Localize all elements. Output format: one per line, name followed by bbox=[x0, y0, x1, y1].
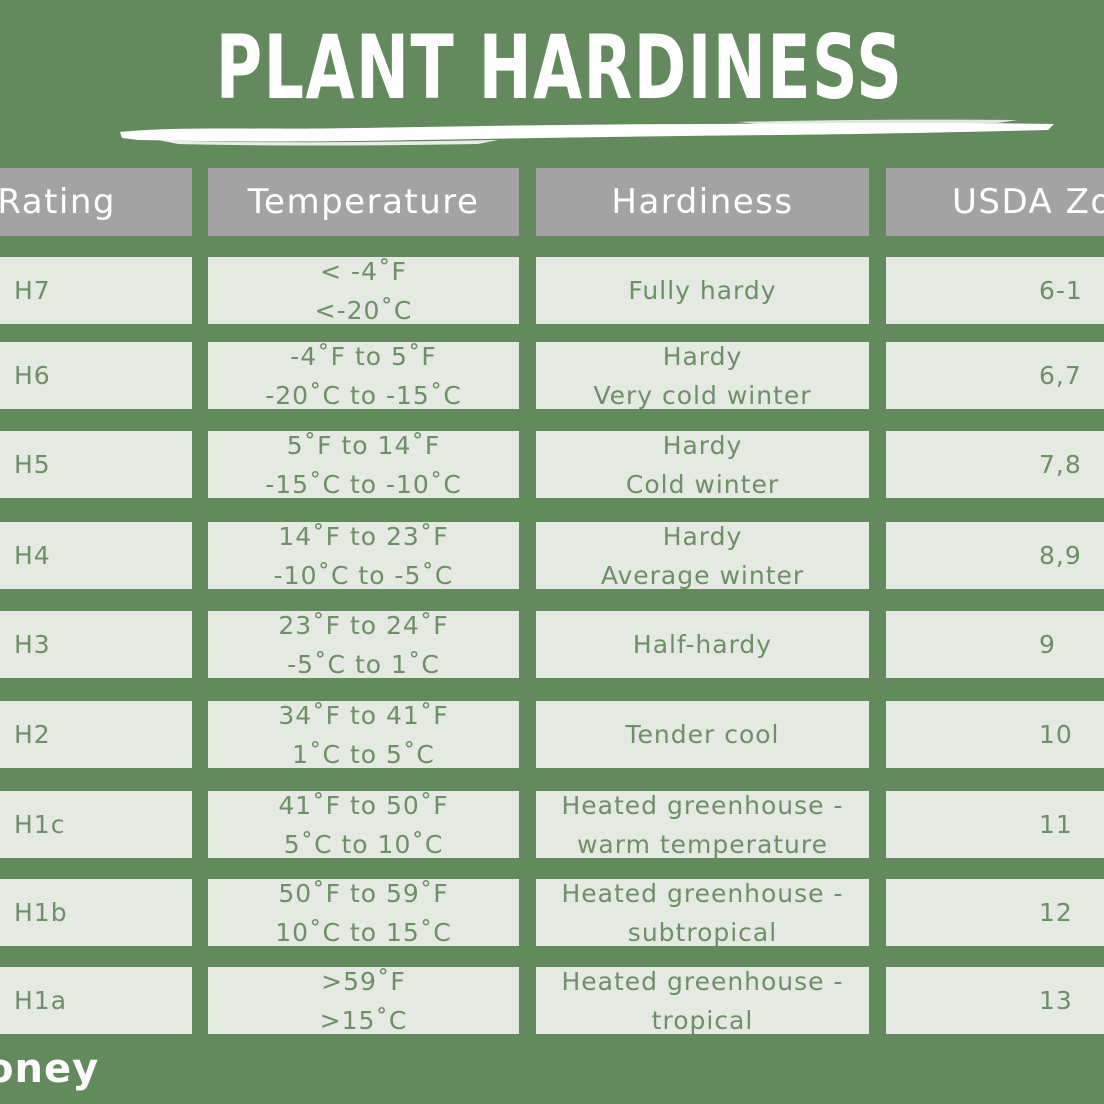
brush-stroke-underline bbox=[120, 119, 1054, 146]
rating-value: H1a bbox=[14, 986, 68, 1015]
page-title: PLANT HARDINESS bbox=[215, 16, 904, 119]
usda-zone-value: 13 bbox=[1039, 986, 1073, 1015]
hardiness-line: Average winter bbox=[600, 560, 805, 590]
hardiness-cell: Fully hardy bbox=[536, 257, 869, 324]
temperature-cell: 14˚F to 23˚F -10˚C to -5˚C bbox=[208, 522, 519, 589]
rating-cell: H7 bbox=[0, 257, 192, 324]
header-label: Hardiness bbox=[611, 181, 794, 222]
hardiness-line: Hardy bbox=[662, 342, 743, 371]
usda-zone-cell: 9 bbox=[886, 611, 1104, 678]
temperature-cell: 41˚F to 50˚F 5˚C to 10˚C bbox=[208, 791, 519, 858]
usda-zone-value: 6-1 bbox=[1039, 276, 1083, 305]
hardiness-cell: Hardy Very cold winter bbox=[536, 342, 869, 409]
temperature-cell: -4˚F to 5˚F -20˚C to -15˚C bbox=[208, 342, 519, 409]
rating-value: H3 bbox=[14, 630, 51, 659]
rating-value: H1b bbox=[14, 898, 68, 927]
hardiness-cell: Heated greenhouse - subtropical bbox=[536, 879, 869, 946]
usda-zone-header: USDA Zo bbox=[886, 168, 1104, 236]
temperature-line: -10˚C to -5˚C bbox=[273, 560, 454, 590]
temperature-line: >59˚F bbox=[321, 967, 406, 996]
rating-cell: H1b bbox=[0, 879, 192, 946]
header-label: Temperature bbox=[247, 181, 480, 222]
rating-value: H1c bbox=[14, 810, 66, 839]
usda-zone-value: 11 bbox=[1039, 810, 1073, 839]
rating-cell: H4 bbox=[0, 522, 192, 589]
temperature-line: 10˚C to 15˚C bbox=[275, 917, 452, 947]
rating-cell: H6 bbox=[0, 342, 192, 409]
hardiness-cell: Heated greenhouse - tropical bbox=[536, 967, 869, 1034]
hardiness-cell: Hardy Average winter bbox=[536, 522, 869, 589]
temperature-line: 34˚F to 41˚F bbox=[278, 701, 449, 730]
usda-zone-cell: 8,9 bbox=[886, 522, 1104, 589]
usda-zone-value: 7,8 bbox=[1039, 450, 1082, 479]
temperature-cell: 5˚F to 14˚F -15˚C to -10˚C bbox=[208, 431, 519, 498]
header-label: S Rating bbox=[0, 181, 117, 222]
temperature-line: >15˚C bbox=[319, 1005, 408, 1035]
temperature-line: 5˚F to 14˚F bbox=[286, 431, 441, 460]
hardiness-line: tropical bbox=[651, 1005, 754, 1035]
hardiness-cell: Hardy Cold winter bbox=[536, 431, 869, 498]
temperature-line: 5˚C to 10˚C bbox=[283, 829, 444, 859]
brand-logo: oney bbox=[0, 1046, 100, 1092]
usda-zone-cell: 7,8 bbox=[886, 431, 1104, 498]
temperature-line: <-20˚C bbox=[314, 295, 413, 325]
usda-zone-cell: 13 bbox=[886, 967, 1104, 1034]
temperature-header: Temperature bbox=[208, 168, 519, 236]
rating-value: H5 bbox=[14, 450, 51, 479]
hardiness-header: Hardiness bbox=[536, 168, 869, 236]
hardiness-line: Heated greenhouse - bbox=[561, 791, 844, 820]
usda-zone-cell: 10 bbox=[886, 701, 1104, 768]
temperature-cell: 23˚F to 24˚F -5˚C to 1˚C bbox=[208, 611, 519, 678]
temperature-line: -20˚C to -15˚C bbox=[265, 380, 462, 410]
hardiness-line: Heated greenhouse - bbox=[561, 879, 844, 908]
rating-cell: H1a bbox=[0, 967, 192, 1034]
rating-header: S Rating bbox=[0, 168, 192, 236]
hardiness-line: Fully hardy bbox=[628, 276, 777, 305]
hardiness-line: Cold winter bbox=[625, 469, 780, 499]
rating-value: H6 bbox=[14, 361, 51, 390]
usda-zone-value: 12 bbox=[1039, 898, 1073, 927]
usda-zone-cell: 12 bbox=[886, 879, 1104, 946]
temperature-line: -4˚F to 5˚F bbox=[290, 342, 437, 371]
rating-value: H4 bbox=[14, 541, 51, 570]
rating-cell: H3 bbox=[0, 611, 192, 678]
usda-zone-value: 6,7 bbox=[1039, 361, 1082, 390]
rating-value: H7 bbox=[14, 276, 51, 305]
hardiness-cell: Half-hardy bbox=[536, 611, 869, 678]
usda-zone-value: 9 bbox=[1039, 630, 1056, 659]
header-label: USDA Zo bbox=[952, 181, 1104, 222]
rating-cell: H1c bbox=[0, 791, 192, 858]
usda-zone-cell: 11 bbox=[886, 791, 1104, 858]
hardiness-cell: Heated greenhouse - warm temperature bbox=[536, 791, 869, 858]
hardiness-line: Half-hardy bbox=[632, 630, 773, 659]
temperature-line: 41˚F to 50˚F bbox=[278, 791, 449, 820]
temperature-cell: < -4˚F <-20˚C bbox=[208, 257, 519, 324]
hardiness-line: Heated greenhouse - bbox=[561, 967, 844, 996]
rating-cell: H5 bbox=[0, 431, 192, 498]
rating-cell: H2 bbox=[0, 701, 192, 768]
hardiness-line: Hardy bbox=[662, 431, 743, 460]
usda-zone-cell: 6,7 bbox=[886, 342, 1104, 409]
hardiness-line: warm temperature bbox=[576, 829, 829, 859]
temperature-line: 23˚F to 24˚F bbox=[278, 611, 449, 640]
hardiness-cell: Tender cool bbox=[536, 701, 869, 768]
rating-value: H2 bbox=[14, 720, 51, 749]
temperature-cell: >59˚F >15˚C bbox=[208, 967, 519, 1034]
temperature-line: 1˚C to 5˚C bbox=[292, 739, 435, 769]
temperature-cell: 50˚F to 59˚F 10˚C to 15˚C bbox=[208, 879, 519, 946]
temperature-cell: 34˚F to 41˚F 1˚C to 5˚C bbox=[208, 701, 519, 768]
temperature-line: 14˚F to 23˚F bbox=[278, 522, 449, 551]
usda-zone-cell: 6-1 bbox=[886, 257, 1104, 324]
temperature-line: -5˚C to 1˚C bbox=[287, 649, 440, 679]
hardiness-line: subtropical bbox=[627, 917, 778, 947]
hardiness-line: Hardy bbox=[662, 522, 743, 551]
temperature-line: 50˚F to 59˚F bbox=[278, 879, 449, 908]
usda-zone-value: 10 bbox=[1039, 720, 1073, 749]
hardiness-line: Tender cool bbox=[625, 720, 780, 749]
usda-zone-value: 8,9 bbox=[1039, 541, 1082, 570]
temperature-line: < -4˚F bbox=[320, 257, 407, 286]
temperature-line: -15˚C to -10˚C bbox=[265, 469, 462, 499]
hardiness-line: Very cold winter bbox=[593, 380, 812, 410]
